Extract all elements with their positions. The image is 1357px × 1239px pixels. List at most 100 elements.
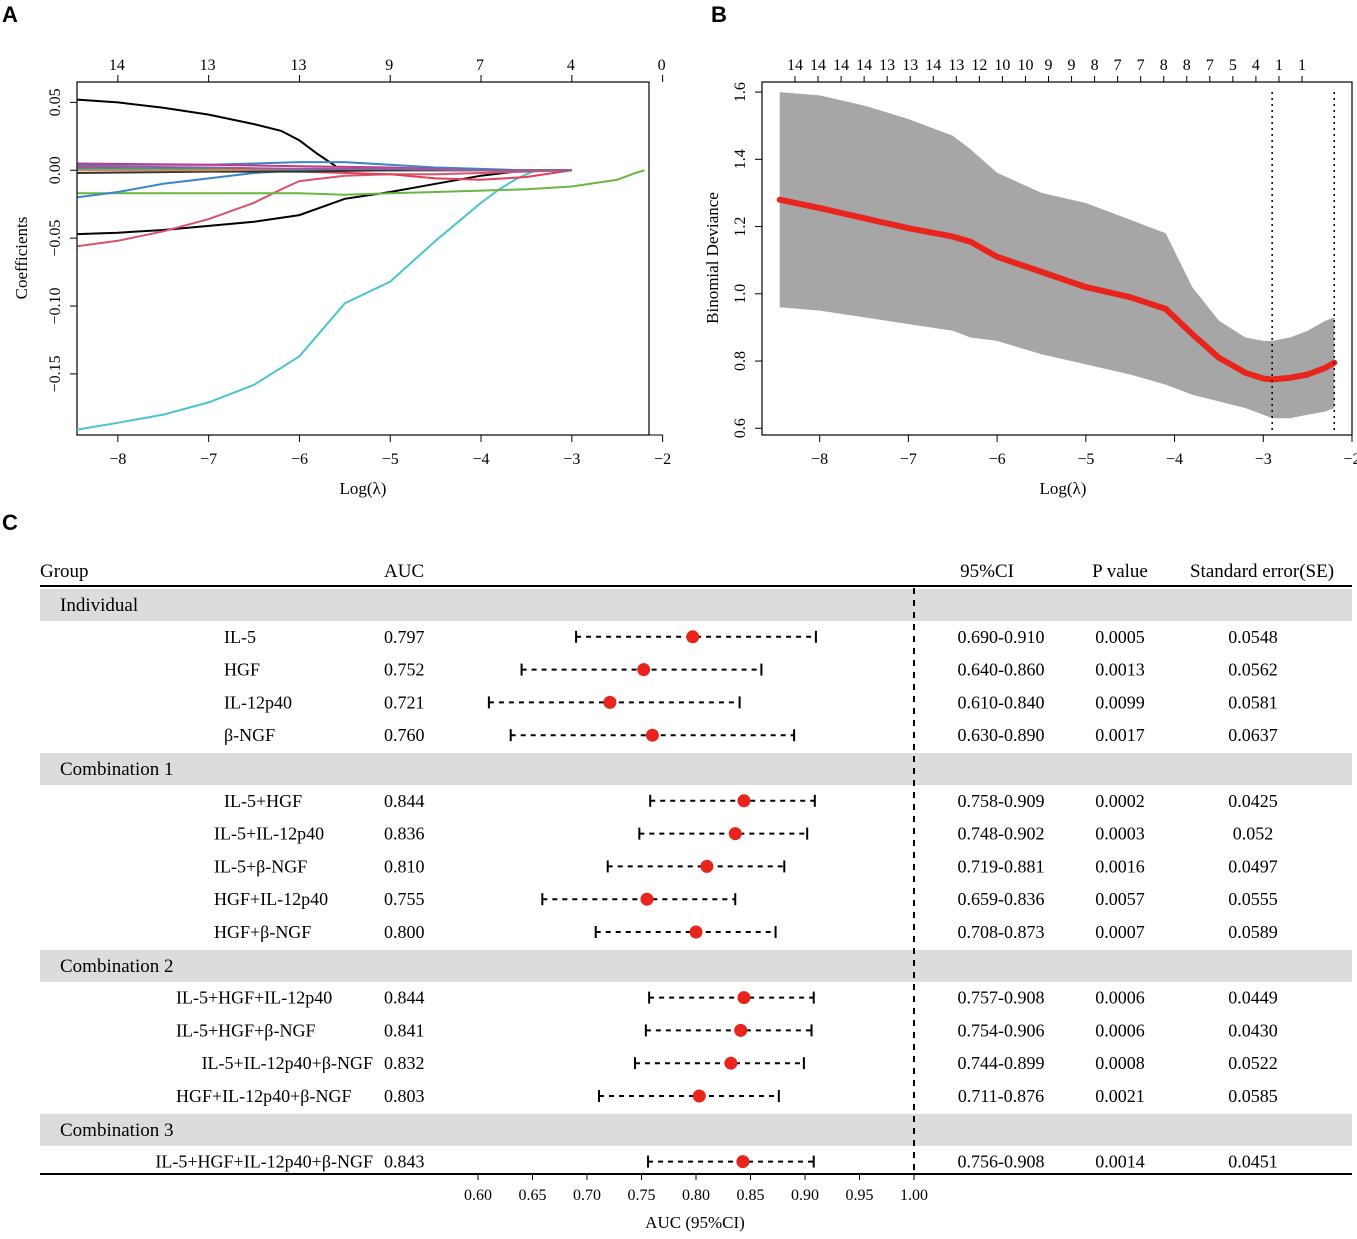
- row-p-value: 0.0006: [1095, 988, 1145, 1008]
- top-tick-label: 9: [1068, 57, 1076, 74]
- row-auc: 0.752: [384, 660, 425, 680]
- coef-path-path-cyan: [76, 169, 536, 431]
- error-band: [779, 92, 1335, 419]
- row-ci: 0.640-0.860: [958, 660, 1045, 680]
- row-se: 0.052: [1233, 824, 1274, 844]
- panel-a-axes: −8 −7 −6 −5 −4 −3 −2 0.05 0.00 −0.05 −0.10 −0.15 14 1…: [47, 57, 671, 468]
- row-p-value: 0.0007: [1095, 922, 1145, 942]
- top-tick-label: 13: [948, 57, 964, 74]
- x-tick-label: −7: [900, 451, 917, 468]
- panel-b-cv-deviance: −8 −7 −6 −5 −4 −3 −20.60.81.01.21.41.614 14 14 14…: [703, 57, 1357, 498]
- top-tick-label: 12: [971, 57, 987, 74]
- y-tick-label: 1.6: [732, 82, 749, 102]
- y-tick-label: 1.0: [732, 284, 749, 304]
- x-tick-label: −6: [989, 451, 1006, 468]
- x-tick-label: −4: [1166, 451, 1183, 468]
- coef-path-path-purple-small: [76, 165, 572, 172]
- panel-a-series: [76, 98, 645, 431]
- row-auc: 0.721: [384, 692, 425, 712]
- x-tick-label: 0.80: [682, 1187, 710, 1204]
- x-tick-label: −8: [811, 451, 828, 468]
- section-title: Combination 3: [60, 1120, 173, 1141]
- auc-point: [734, 1023, 748, 1037]
- x-tick-label: 1.00: [900, 1187, 928, 1204]
- y-tick-label: −0.15: [47, 355, 64, 392]
- row-se: 0.0581: [1228, 692, 1278, 712]
- panel-b-mean-curve: [776, 196, 1338, 383]
- row-se: 0.0555: [1228, 889, 1278, 909]
- panel-c-x-axis: 0.60 0.65 0.70 0.75 0.80 0.85 0.90 0.95 1.00: [464, 1174, 928, 1204]
- x-tick-label: 0.70: [573, 1187, 601, 1204]
- top-tick-label: 8: [1160, 57, 1168, 74]
- top-tick-label: 8: [1091, 57, 1099, 74]
- x-tick-label: −3: [563, 451, 580, 468]
- y-tick-label: 0.00: [47, 156, 64, 184]
- section-title: Combination 1: [60, 759, 173, 780]
- row-ci: 0.757-0.908: [958, 988, 1045, 1008]
- panel-b-ylabel: Binomial Deviance: [703, 192, 722, 324]
- panel-letter-a: A: [2, 2, 18, 27]
- top-tick-label: 7: [1206, 57, 1214, 74]
- top-tick-label: 10: [994, 57, 1010, 74]
- row-p-value: 0.0006: [1095, 1020, 1145, 1040]
- x-tick-label: 0.75: [628, 1187, 656, 1204]
- y-tick-label: −0.05: [47, 220, 64, 257]
- row-p-value: 0.0017: [1095, 725, 1145, 745]
- coef-path-path-green: [77, 169, 645, 196]
- top-tick-label: 14: [856, 57, 872, 74]
- coef-path-path-red: [76, 169, 572, 248]
- row-se: 0.0585: [1228, 1086, 1278, 1106]
- auc-point: [603, 695, 617, 709]
- auc-point: [724, 1056, 738, 1070]
- section-band: [40, 753, 1352, 785]
- auc-point: [700, 859, 714, 873]
- row-p-value: 0.0099: [1095, 692, 1145, 712]
- section-band: [40, 949, 1352, 982]
- x-tick-label: 0.90: [791, 1187, 819, 1204]
- coef-path-path-black-upper: [76, 98, 337, 168]
- row-se: 0.0497: [1228, 856, 1278, 876]
- top-tick-label: 13: [290, 57, 306, 74]
- row-se: 0.0637: [1228, 725, 1278, 745]
- row-ci: 0.630-0.890: [958, 725, 1045, 745]
- row-auc: 0.755: [384, 889, 425, 909]
- row-se: 0.0589: [1228, 922, 1278, 942]
- row-ci: 0.711-0.876: [958, 1086, 1044, 1106]
- row-auc: 0.797: [384, 627, 425, 647]
- top-tick-label: 14: [810, 57, 826, 74]
- row-ci: 0.719-0.881: [958, 856, 1045, 876]
- panel-b-band: [779, 92, 1335, 419]
- row-ci: 0.748-0.902: [958, 824, 1045, 844]
- panel-a-ylabel: Coefficients: [12, 217, 31, 300]
- section-band: [40, 1113, 1352, 1146]
- top-tick-label: 5: [1229, 57, 1237, 74]
- panel-c-xlabel: AUC (95%CI): [645, 1213, 745, 1232]
- auc-point: [736, 1155, 750, 1169]
- panel-a-xlabel: Log(λ): [340, 479, 387, 498]
- y-tick-label: 0.8: [732, 351, 749, 371]
- row-auc: 0.844: [384, 988, 425, 1008]
- x-tick-label: −3: [1255, 451, 1272, 468]
- panel-a-frame: [76, 81, 650, 436]
- top-tick-label: 14: [833, 57, 849, 74]
- top-tick-label: 14: [109, 57, 125, 74]
- row-ci: 0.659-0.836: [958, 889, 1045, 909]
- section-title: Individual: [60, 595, 138, 616]
- row-label: IL-5+IL-12p40+β-NGF: [202, 1053, 373, 1073]
- x-tick-label: −8: [109, 451, 126, 468]
- auc-point: [686, 630, 700, 644]
- top-tick-label: 14: [925, 57, 941, 74]
- row-label: HGF+IL-12p40+β-NGF: [176, 1086, 351, 1106]
- x-tick-label: 0.60: [464, 1187, 492, 1204]
- top-tick-label: 0: [658, 57, 666, 74]
- x-tick-label: −5: [382, 451, 399, 468]
- top-tick-label: 10: [1017, 57, 1033, 74]
- row-auc: 0.810: [384, 856, 425, 876]
- y-tick-label: 0.05: [47, 88, 64, 116]
- top-tick-label: 13: [200, 57, 216, 74]
- header-se: Standard error(SE): [1190, 561, 1334, 582]
- row-auc: 0.836: [384, 824, 425, 844]
- top-tick-label: 4: [567, 57, 575, 74]
- top-tick-label: 7: [1137, 57, 1145, 74]
- y-tick-label: 0.6: [732, 418, 749, 438]
